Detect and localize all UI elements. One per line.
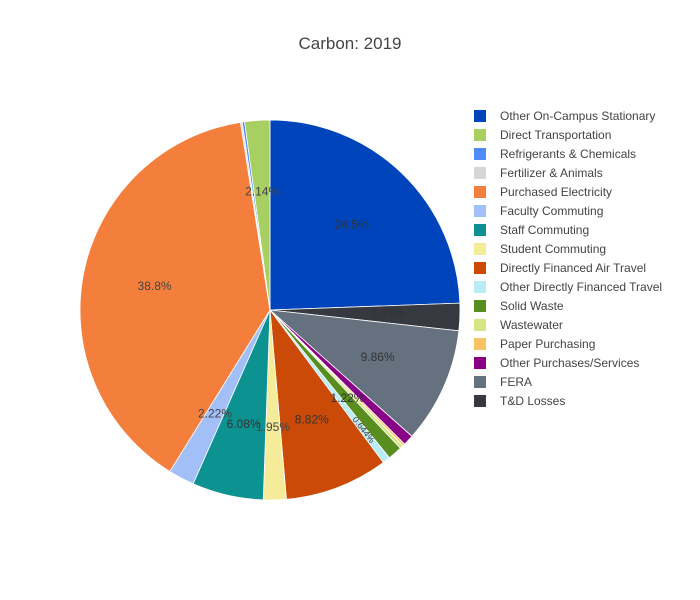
slice-label-purchased-electricity: 38.8% — [138, 279, 172, 293]
legend-swatch — [474, 242, 486, 255]
legend-item-other-directly-financed-travel[interactable]: Other Directly Financed Travel — [474, 277, 662, 296]
legend-label: Solid Waste — [500, 298, 564, 313]
slice-label-t-d-losses: 2.33% — [371, 306, 405, 320]
legend-swatch — [474, 261, 486, 274]
legend-swatch — [474, 280, 486, 293]
legend-item-directly-financed-air-travel[interactable]: Directly Financed Air Travel — [474, 258, 662, 277]
legend-swatch — [474, 375, 486, 388]
legend-label: Faculty Commuting — [500, 203, 604, 218]
legend-item-other-on-campus-stationary[interactable]: Other On-Campus Stationary — [474, 106, 662, 125]
legend-label: Directly Financed Air Travel — [500, 260, 647, 275]
legend-label: Student Commuting — [500, 241, 607, 256]
legend-item-paper-purchasing[interactable]: Paper Purchasing — [474, 334, 662, 353]
legend-item-other-purchases-services[interactable]: Other Purchases/Services — [474, 353, 662, 372]
legend-item-t-d-losses[interactable]: T&D Losses — [474, 391, 662, 410]
pie-slice-fera[interactable] — [268, 309, 460, 437]
legend-swatch — [474, 128, 486, 141]
legend-item-direct-transportation[interactable]: Direct Transportation — [474, 125, 662, 144]
slice-label-faculty-commuting: 2.22% — [198, 406, 232, 420]
slice-label-directly-financed-air-travel: 8.82% — [295, 412, 329, 426]
legend-label: FERA — [500, 374, 533, 389]
legend-item-wastewater[interactable]: Wastewater — [474, 315, 662, 334]
legend-label: Other Directly Financed Travel — [500, 279, 663, 294]
legend-swatch — [474, 394, 486, 407]
legend-item-student-commuting[interactable]: Student Commuting — [474, 239, 662, 258]
pie-slice-directly-financed-air-travel[interactable] — [269, 308, 384, 500]
legend-label: Direct Transportation — [500, 127, 612, 142]
legend-swatch — [474, 223, 486, 236]
chart-title: Carbon: 2019 — [298, 34, 402, 53]
legend-item-solid-waste[interactable]: Solid Waste — [474, 296, 662, 315]
pie-slice-direct-transportation[interactable] — [244, 119, 271, 311]
slice-label-staff-commuting: 6.08% — [227, 417, 261, 431]
legend-item-fera[interactable]: FERA — [474, 372, 662, 391]
slice-label-direct-transportation: 2.14% — [245, 185, 279, 199]
legend-item-fertilizer-animals[interactable]: Fertilizer & Animals — [474, 163, 662, 182]
pie-slice-other-on-campus-stationary[interactable] — [269, 119, 461, 311]
legend-label: T&D Losses — [500, 393, 566, 408]
legend-label: Fertilizer & Animals — [500, 165, 603, 180]
legend-label: Wastewater — [500, 317, 563, 332]
legend-swatch — [474, 166, 486, 179]
slice-label-other-on-campus-stationary: 24.5% — [335, 217, 369, 231]
legend-swatch — [474, 356, 486, 369]
slice-label-student-commuting: 1.95% — [256, 420, 290, 434]
pie-slice-purchased-electricity[interactable] — [79, 121, 271, 472]
legend-item-refrigerants-chemicals[interactable]: Refrigerants & Chemicals — [474, 144, 662, 163]
legend-swatch — [474, 109, 486, 122]
legend-item-purchased-electricity[interactable]: Purchased Electricity — [474, 182, 662, 201]
legend-label: Purchased Electricity — [500, 184, 613, 199]
legend-swatch — [474, 204, 486, 217]
legend-label: Paper Purchasing — [500, 336, 596, 351]
legend-label: Other On-Campus Stationary — [500, 108, 656, 123]
legend-swatch — [474, 299, 486, 312]
legend-item-faculty-commuting[interactable]: Faculty Commuting — [474, 201, 662, 220]
legend: Other On-Campus Stationary Direct Transpo… — [474, 106, 662, 410]
slice-label-fera: 9.86% — [361, 350, 395, 364]
legend-swatch — [474, 318, 486, 331]
legend-item-staff-commuting[interactable]: Staff Commuting — [474, 220, 662, 239]
slice-label-solid-waste: 1.22% — [330, 391, 364, 405]
legend-swatch — [474, 185, 486, 198]
legend-swatch — [474, 147, 486, 160]
legend-label: Refrigerants & Chemicals — [500, 146, 637, 161]
legend-label: Staff Commuting — [500, 222, 590, 237]
legend-swatch — [474, 337, 486, 350]
legend-label: Other Purchases/Services — [500, 355, 640, 370]
